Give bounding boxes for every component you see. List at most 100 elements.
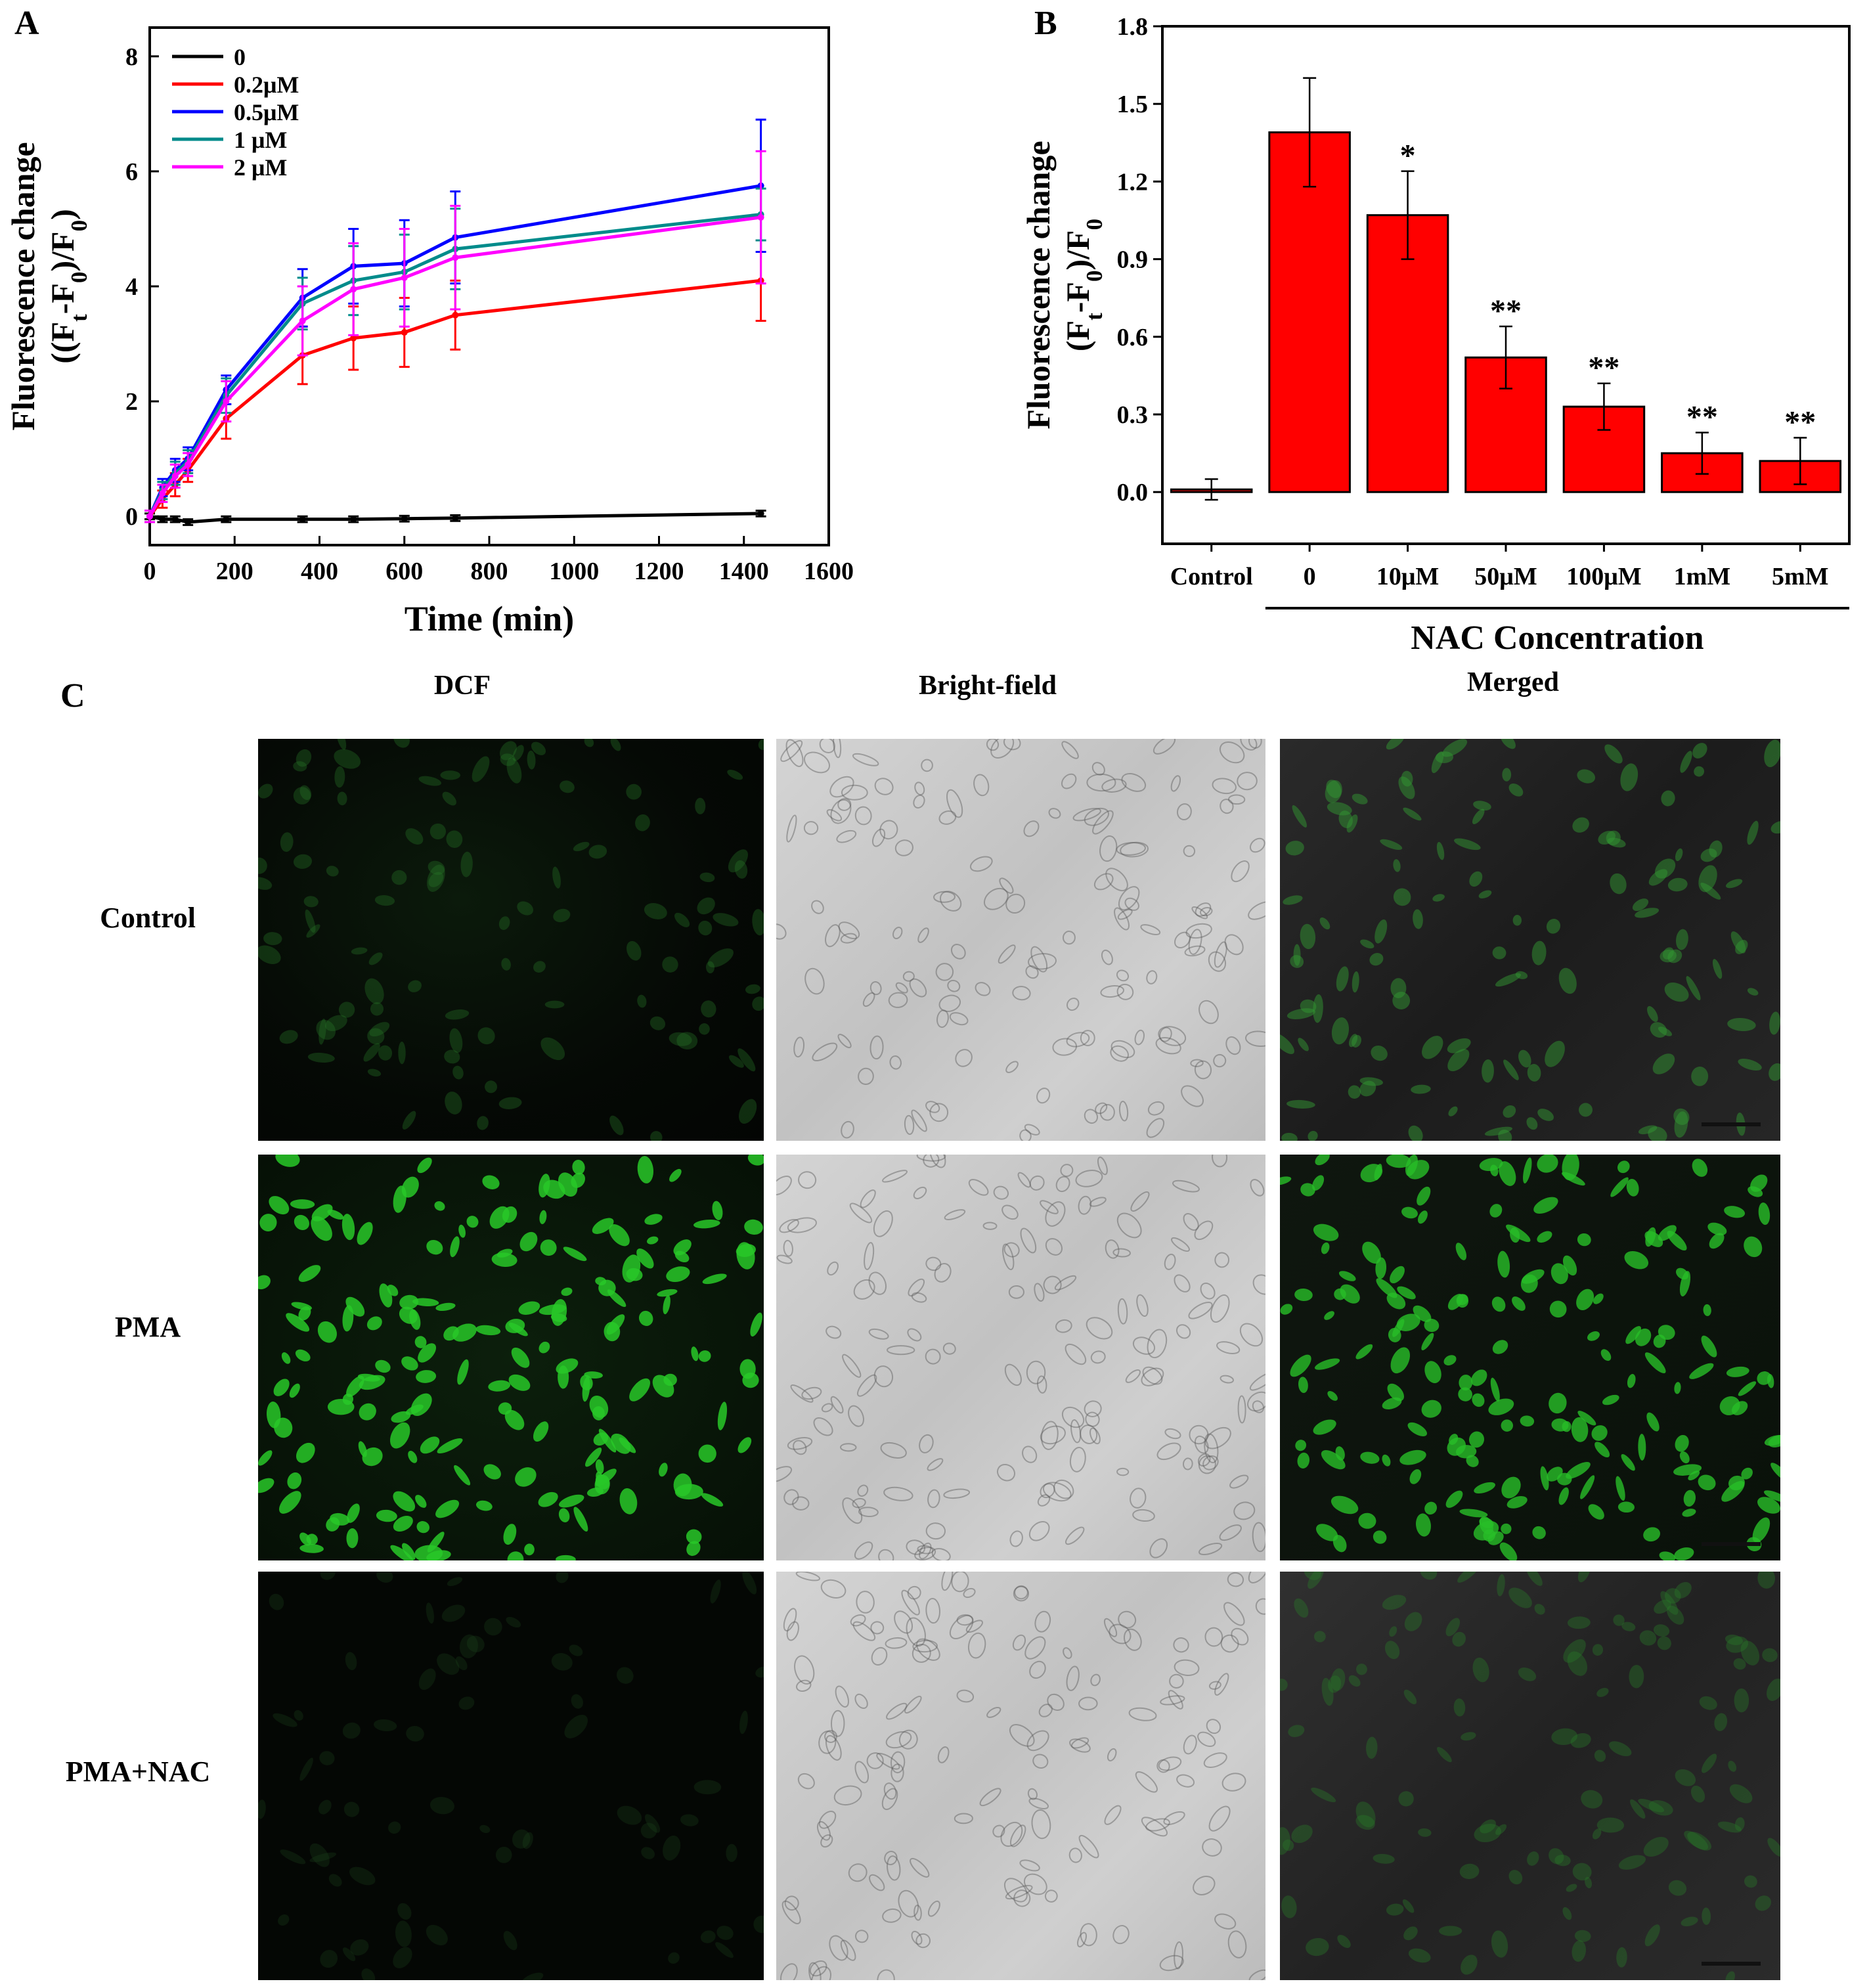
cell — [263, 932, 282, 946]
row-label-pma: PMA — [114, 1311, 181, 1343]
cell — [362, 1447, 383, 1467]
cell — [873, 1210, 893, 1237]
cell — [319, 1751, 335, 1765]
cell — [1194, 1435, 1209, 1454]
cell — [1767, 1374, 1774, 1388]
cell — [1371, 1045, 1388, 1061]
cell — [999, 877, 1014, 894]
cell — [1061, 1406, 1085, 1428]
cell — [1193, 1876, 1216, 1895]
cell — [674, 912, 690, 927]
micrograph-pma-nac-bright-field — [776, 1572, 1265, 1980]
cell — [1621, 1454, 1635, 1471]
cell — [916, 1155, 946, 1162]
cell — [1118, 1101, 1129, 1122]
cell — [1447, 1294, 1464, 1310]
cell — [446, 830, 463, 849]
cell — [1664, 1588, 1681, 1604]
cell — [1702, 1907, 1711, 1925]
cell — [963, 1587, 976, 1599]
cell — [1208, 951, 1227, 972]
cell — [1729, 1784, 1753, 1803]
cell — [437, 1653, 460, 1675]
cell — [475, 1325, 501, 1336]
cell — [856, 1591, 875, 1614]
cell — [737, 1048, 756, 1072]
cell — [1300, 1183, 1315, 1197]
cell — [911, 1930, 923, 1945]
cell — [363, 1043, 380, 1062]
cell — [1537, 1109, 1554, 1121]
cell — [502, 1206, 517, 1223]
cell — [1130, 1488, 1147, 1509]
cell — [1084, 1109, 1099, 1124]
cell — [736, 1242, 755, 1270]
cell — [1116, 969, 1130, 982]
cell — [1415, 1513, 1431, 1537]
cell — [1692, 1159, 1708, 1177]
cell — [1181, 1085, 1204, 1107]
cell — [955, 1049, 973, 1067]
cell — [663, 1295, 671, 1315]
cell — [825, 1734, 842, 1761]
cell — [1314, 1358, 1340, 1370]
cell — [1445, 1618, 1461, 1637]
cell — [258, 1450, 273, 1466]
cell — [1188, 1301, 1213, 1319]
cell — [401, 1176, 419, 1198]
cell — [1474, 1823, 1501, 1843]
cell — [816, 1821, 831, 1841]
cell — [479, 1824, 491, 1834]
cell — [1510, 1227, 1520, 1243]
cell — [1606, 830, 1621, 846]
cell — [1313, 994, 1323, 1023]
cell — [1093, 873, 1114, 891]
cell — [259, 1214, 277, 1231]
cell — [1397, 1286, 1416, 1300]
cell — [1080, 1030, 1095, 1046]
chart-a: 0 200 400 600 800 1000 1200 1400 1600 0 2 4 6 8 Time (… — [5, 26, 854, 638]
cell — [1140, 924, 1161, 935]
x-tick-label: 1200 — [634, 558, 684, 585]
cell — [1574, 1930, 1591, 1942]
cell — [854, 806, 872, 826]
cell — [1616, 1476, 1625, 1501]
cell — [797, 1773, 815, 1790]
cell — [915, 1933, 931, 1949]
cell — [1248, 1572, 1265, 1583]
cell — [1009, 1724, 1035, 1747]
cell — [979, 1788, 1001, 1807]
cell — [294, 1214, 309, 1231]
cell — [1214, 1913, 1237, 1930]
cell — [1469, 871, 1483, 887]
cell — [584, 739, 594, 747]
cell — [1674, 1581, 1692, 1599]
cell — [398, 1041, 406, 1065]
cell — [1512, 1296, 1526, 1311]
cell — [1306, 1937, 1329, 1956]
cell — [866, 1752, 884, 1769]
cell — [1408, 1125, 1423, 1141]
cell — [818, 1811, 837, 1829]
cell — [1533, 1197, 1558, 1214]
cell — [376, 1572, 393, 1583]
cell — [1104, 1805, 1122, 1825]
legend-label: 1 μM — [234, 127, 287, 153]
panel-letter-b: B — [1034, 5, 1057, 42]
cell — [397, 1903, 412, 1920]
data-point — [350, 334, 357, 342]
cell — [1041, 1421, 1059, 1450]
cell — [1191, 906, 1208, 919]
cell — [712, 1201, 723, 1220]
cell — [1061, 773, 1077, 789]
micrograph-pma-nac-dcf — [258, 1572, 764, 1980]
cell — [925, 1101, 940, 1113]
cell — [1478, 890, 1492, 898]
cell — [1188, 929, 1202, 955]
cell — [813, 1417, 833, 1436]
cell — [445, 1092, 462, 1115]
cell — [1116, 983, 1134, 1000]
cell — [1013, 1889, 1031, 1907]
cell — [833, 739, 842, 759]
cell — [917, 1545, 934, 1555]
